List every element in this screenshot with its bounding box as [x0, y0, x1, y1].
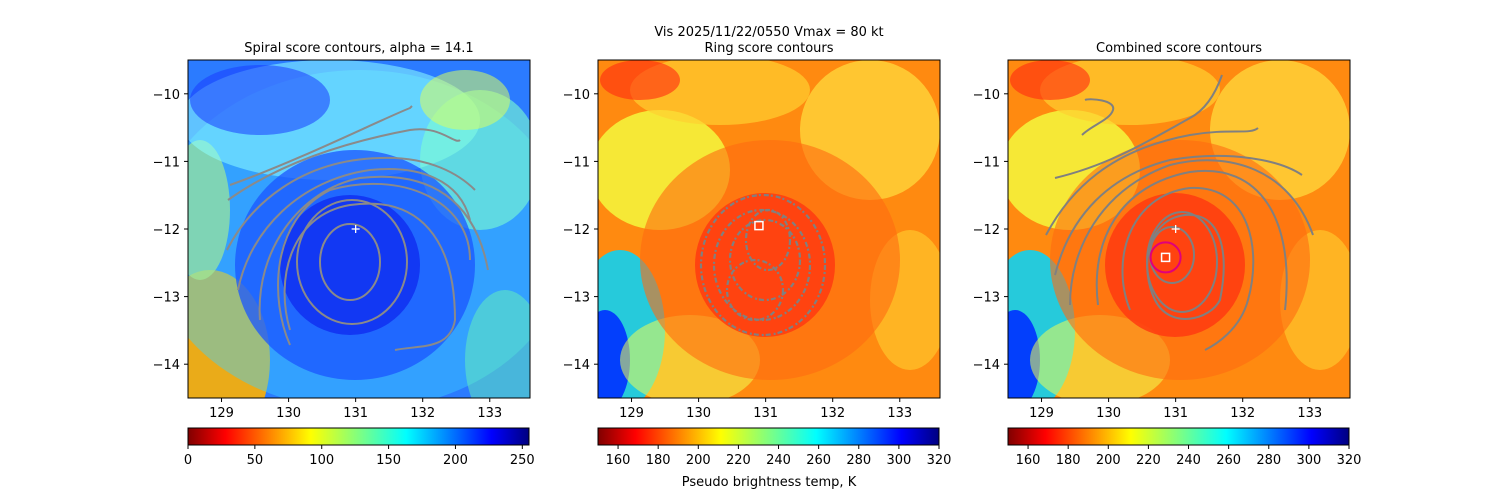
markers — [754, 220, 764, 231]
colorbar-tick-label: 0 — [184, 453, 192, 468]
colorbar-label: Pseudo brightness temp, K — [682, 475, 857, 490]
colorbar-tick-label: 180 — [646, 453, 671, 468]
y-tick-label: −10 — [153, 88, 180, 103]
markers — [1149, 225, 1182, 274]
colorbar-tick-label: 160 — [1016, 453, 1041, 468]
colorbar-ticks: 160 180 200 220 240 260 280 300 320 — [606, 445, 952, 468]
y-tick-label: −13 — [153, 291, 180, 306]
colorbar-tick-label: 300 — [886, 453, 911, 468]
heatmap-image — [598, 60, 940, 398]
contours — [1045, 74, 1314, 351]
x-tick-label: 129 — [1029, 406, 1054, 421]
y-tick-label: −10 — [973, 88, 1000, 103]
colorbar-ticks: 0 50 100 150 200 250 — [184, 445, 535, 468]
panel-title: Spiral score contours, alpha = 14.1 — [244, 41, 473, 56]
x-ticks: 129 130 131 132 133 — [209, 398, 502, 421]
colorbar-tick-label: 280 — [1256, 453, 1281, 468]
colorbar-ticks: 160 180 200 220 240 260 280 300 320 — [1016, 445, 1362, 468]
colorbar-tick-label: 200 — [686, 453, 711, 468]
panel-title: Combined score contours — [1096, 41, 1262, 56]
colorbar-tick-label: 260 — [1216, 453, 1241, 468]
colorbar-tick-label: 260 — [806, 453, 831, 468]
heatmap-image — [1008, 60, 1350, 398]
y-tick-label: −12 — [153, 223, 180, 238]
colorbar: 160 180 200 220 240 260 280 300 320 — [1007, 427, 1362, 468]
colorbar-tick-label: 320 — [927, 453, 952, 468]
colorbar-tick-label: 180 — [1056, 453, 1081, 468]
x-tick-label: 132 — [1230, 406, 1255, 421]
x-tick-label: 133 — [1297, 406, 1322, 421]
y-tick-label: −13 — [973, 291, 1000, 306]
y-tick-label: −11 — [153, 155, 180, 170]
y-tick-label: −14 — [563, 358, 590, 373]
y-tick-label: −13 — [563, 291, 590, 306]
colorbar-tick-label: 220 — [726, 453, 751, 468]
colorbar-tick-label: 220 — [1136, 453, 1161, 468]
y-tick-label: −12 — [563, 223, 590, 238]
y-ticks: −10 −11 −12 −13 −14 — [563, 88, 598, 373]
contours — [699, 193, 827, 337]
x-tick-label: 130 — [276, 406, 301, 421]
panel-spiral: Spiral score contours, alpha = 14.1 — [153, 41, 535, 468]
x-tick-label: 130 — [686, 406, 711, 421]
center-circle-marker — [1149, 241, 1182, 274]
y-tick-label: −14 — [153, 358, 180, 373]
y-tick-label: −10 — [563, 88, 590, 103]
x-tick-label: 131 — [753, 406, 778, 421]
x-tick-label: 130 — [1096, 406, 1121, 421]
x-tick-label: 131 — [343, 406, 368, 421]
x-ticks: 129 130 131 132 133 — [619, 398, 912, 421]
x-tick-label: 132 — [410, 406, 435, 421]
panel-title: Ring score contours — [704, 41, 833, 56]
y-ticks: −10 −11 −12 −13 −14 — [153, 88, 188, 373]
colorbar-tick-label: 240 — [1176, 453, 1201, 468]
figure-suptitle: Vis 2025/11/22/0550 Vmax = 80 kt — [654, 25, 883, 40]
contours — [226, 105, 489, 351]
x-ticks: 129 130 131 132 133 — [1029, 398, 1322, 421]
y-tick-label: −14 — [973, 358, 1000, 373]
colorbar-tick-label: 300 — [1296, 453, 1321, 468]
y-tick-label: −11 — [563, 155, 590, 170]
colorbar-tick-label: 160 — [606, 453, 631, 468]
colorbar-tick-label: 50 — [247, 453, 264, 468]
markers — [351, 225, 360, 233]
panel-ring: Ring score contours 129 130 131 132 133 −10−… — [563, 41, 952, 468]
colorbar-tick-label: 200 — [1096, 453, 1121, 468]
y-tick-label: −12 — [973, 223, 1000, 238]
x-tick-label: 133 — [477, 406, 502, 421]
colorbar: 0 50 100 150 200 250 — [184, 427, 535, 468]
center-square-marker — [1160, 252, 1171, 263]
x-tick-label: 131 — [1163, 406, 1188, 421]
colorbar-tick-label: 320 — [1337, 453, 1362, 468]
center-square-marker — [754, 220, 764, 231]
colorbar-tick-label: 280 — [846, 453, 871, 468]
colorbar-tick-label: 240 — [766, 453, 791, 468]
y-tick-label: −11 — [973, 155, 1000, 170]
x-tick-label: 129 — [619, 406, 644, 421]
colorbar-tick-label: 150 — [376, 453, 401, 468]
colorbar-tick-label: 200 — [443, 453, 468, 468]
colorbar-tick-label: 100 — [309, 453, 334, 468]
x-tick-label: 132 — [820, 406, 845, 421]
heatmap-image — [188, 60, 530, 398]
colorbar: 160 180 200 220 240 260 280 300 320 — [597, 427, 952, 468]
colorbar-tick-label: 250 — [510, 453, 535, 468]
center-plus-marker — [1171, 225, 1180, 233]
y-ticks: −10 −11 −12 −13 −14 — [973, 88, 1008, 373]
panel-combined: Combined score contours — [973, 41, 1362, 468]
center-plus-marker — [351, 225, 360, 233]
x-tick-label: 133 — [887, 406, 912, 421]
x-tick-label: 129 — [209, 406, 234, 421]
